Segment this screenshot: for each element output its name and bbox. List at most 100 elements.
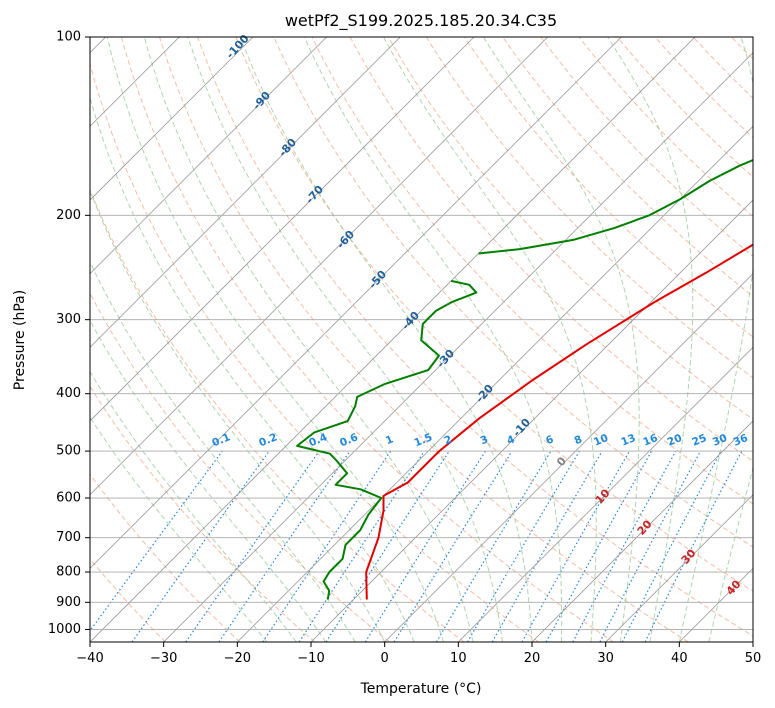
dry-adiabat-line xyxy=(90,385,316,642)
chart-title: wetPf2_S199.2025.185.20.34.C35 xyxy=(285,11,557,31)
y-tick-label: 300 xyxy=(56,312,81,327)
isotherm-line xyxy=(752,641,753,642)
dry-adiabat-line xyxy=(692,37,753,99)
dry-adiabat-line xyxy=(273,37,753,548)
dry-adiabat-line xyxy=(578,37,753,218)
mixing-ratio-line xyxy=(521,450,631,642)
label-layer: -100-90-80-70-60-50-40-30-20-10010203040… xyxy=(210,32,749,598)
y-tick-label: 700 xyxy=(56,530,81,545)
dry-adiabat-line xyxy=(425,37,753,379)
dewpoint-profile-line xyxy=(478,158,753,255)
dry-adiabat-line xyxy=(90,557,166,642)
y-axis-label: Pressure (hPa) xyxy=(12,290,28,390)
y-tick-label: 400 xyxy=(56,386,81,401)
mixing-ratio-label: 3 xyxy=(479,433,490,447)
dry-adiabat-line xyxy=(654,37,753,139)
moist-adiabat-line xyxy=(90,319,327,642)
mixing-ratio-label: 0.6 xyxy=(338,431,360,449)
mixing-ratio-label: 0.4 xyxy=(307,431,329,449)
mixing-ratio-label: 1 xyxy=(384,433,395,447)
y-tick-label: 1000 xyxy=(48,622,81,637)
moist-adiabat-line xyxy=(303,37,563,642)
dry-adiabat-label: -50 xyxy=(366,268,389,292)
x-tick-label: 0 xyxy=(381,651,389,666)
mixing-ratio-line xyxy=(218,450,351,642)
axis-layer: −40 −30 −20 −10 0 10 20 30 40 5010020030040050060… xyxy=(48,30,761,667)
moist-adiabat-line xyxy=(106,37,445,642)
dry-adiabat-line xyxy=(90,188,465,642)
dry-adiabat-label: -80 xyxy=(276,136,299,160)
isotherm-line xyxy=(237,125,753,642)
mixing-ratio-line xyxy=(393,450,513,642)
isotherm-line xyxy=(531,420,753,642)
mixing-ratio-label: 25 xyxy=(690,432,708,449)
mixing-ratio-label: 2 xyxy=(442,433,453,447)
isotherm-line xyxy=(90,37,548,496)
dry-adiabat-line xyxy=(770,37,775,642)
x-tick-label: −30 xyxy=(150,651,177,666)
dry-adiabat-line xyxy=(90,62,540,642)
x-tick-label: −20 xyxy=(224,651,251,666)
dry-adiabat-label: -100 xyxy=(224,32,252,61)
mixing-ratio-line xyxy=(466,450,580,642)
mixing-ratio-label: 36 xyxy=(732,432,750,449)
mixing-ratio-line xyxy=(90,450,223,632)
x-tick-label: 30 xyxy=(597,651,614,666)
y-tick-label: 800 xyxy=(56,565,81,580)
dry-adiabat-label: -30 xyxy=(434,347,457,371)
dry-adiabat-line xyxy=(159,37,689,642)
y-tick-label: 600 xyxy=(56,491,81,506)
dewpoint-profile-line xyxy=(296,279,478,600)
mixing-ratio-label: 20 xyxy=(666,432,684,449)
isotherm-line xyxy=(90,37,254,201)
dry-adiabat-line xyxy=(90,473,241,642)
dry-adiabat-line xyxy=(90,292,390,642)
mixing-ratio-line xyxy=(298,450,425,642)
mixing-ratio-label: 8 xyxy=(573,433,584,447)
moist-adiabat-line xyxy=(143,37,474,642)
dry-adiabat-label: -70 xyxy=(303,183,326,207)
mixing-ratio-label: 4 xyxy=(505,433,516,447)
x-tick-label: −40 xyxy=(76,651,103,666)
dry-adiabat-label: -90 xyxy=(250,89,273,113)
y-tick-label: 900 xyxy=(56,595,81,610)
x-tick-label: 50 xyxy=(745,651,762,666)
mixing-ratio-line xyxy=(262,450,392,642)
isotherm-line xyxy=(90,37,622,569)
mixing-ratio-label: 30 xyxy=(711,432,729,449)
y-tick-label: 100 xyxy=(56,30,81,45)
series-layer xyxy=(296,158,753,600)
dry-adiabat-line xyxy=(387,37,753,420)
plot-frame xyxy=(89,36,754,643)
isotherm-line xyxy=(458,346,753,642)
mixing-ratio-label: 16 xyxy=(641,432,659,449)
temperature-profile-line xyxy=(365,243,753,600)
x-tick-label: 20 xyxy=(524,651,541,666)
x-tick-label: 10 xyxy=(450,651,467,666)
x-axis-label: Temperature (°C) xyxy=(360,681,482,697)
mixing-ratio-line xyxy=(644,450,743,642)
mixing-ratio-line xyxy=(572,450,677,642)
dry-adiabat-line xyxy=(197,37,753,637)
isotherm-line xyxy=(90,37,475,422)
isotherm-line xyxy=(310,199,753,642)
dry-adiabat-label: -10 xyxy=(510,416,533,440)
moist-adiabat-line xyxy=(90,416,268,642)
mixing-ratio-line xyxy=(545,450,653,642)
dry-adiabat-label: 0 xyxy=(554,454,569,469)
mixing-ratio-label: 10 xyxy=(592,432,610,449)
y-tick-label: 500 xyxy=(56,444,81,459)
grid-layer xyxy=(90,37,775,642)
moist-adiabat-line xyxy=(708,466,753,642)
moist-adiabat-line xyxy=(678,37,753,642)
isotherm-line xyxy=(163,52,753,642)
moist-adiabat-line xyxy=(187,37,503,642)
mixing-ratio-line xyxy=(364,450,486,642)
mixing-ratio-label: 13 xyxy=(619,432,637,449)
moist-adiabat-line xyxy=(383,37,597,642)
isotherm-line xyxy=(90,37,696,642)
mixing-ratio-label: 6 xyxy=(544,433,555,447)
isotherm-line xyxy=(90,37,327,275)
moist-adiabat-line xyxy=(607,37,694,642)
